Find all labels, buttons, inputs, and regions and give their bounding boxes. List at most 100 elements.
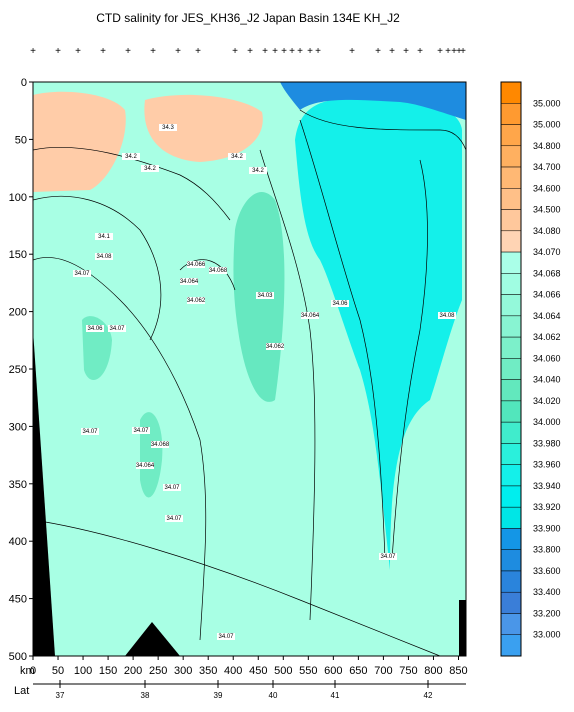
colorbar-label: 34.800 [533, 141, 561, 151]
colorbar-label: 33.800 [533, 545, 561, 555]
x-tick-label: 550 [299, 665, 317, 677]
contour-label: 34.062 [266, 344, 285, 350]
contour-label-bg [73, 270, 91, 277]
station-cross: + [297, 46, 303, 57]
y-tick-label: 300 [9, 421, 27, 433]
contour-label: 34.2 [252, 168, 264, 174]
colorbar-label: 35.000 [533, 98, 561, 108]
colorbar-band [500, 358, 522, 380]
station-cross: + [375, 46, 381, 57]
colorbar-label: 34.064 [533, 311, 561, 321]
contour-label-bg [331, 300, 349, 307]
y-tick-label: 400 [9, 536, 27, 548]
blue-surface [280, 82, 466, 120]
contour-label: 34.07 [109, 326, 125, 332]
lat-tick-label: 38 [141, 691, 150, 700]
contour-label: 34.07 [164, 485, 180, 491]
contour-label-bg [438, 312, 456, 319]
station-cross: + [175, 46, 181, 57]
bottom-mask [33, 330, 55, 656]
colorbar-band [500, 81, 522, 104]
contour-label: 34.2 [144, 166, 156, 172]
station-cross: + [437, 46, 443, 57]
contour-label: 34.066 [187, 262, 206, 268]
y-tick-label: 100 [9, 192, 27, 204]
colorbar-label: 33.200 [533, 608, 561, 618]
station-cross: + [125, 46, 131, 57]
colorbar-label: 33.600 [533, 566, 561, 576]
station-cross: + [445, 46, 451, 57]
contour-label-bg [187, 261, 205, 268]
contour-label: 34.068 [151, 442, 170, 448]
lat-tick-label: 42 [424, 691, 433, 700]
colorbar-label: 33.960 [533, 460, 561, 470]
colorbar-band [500, 336, 522, 359]
contour-label-bg [95, 253, 113, 260]
x-tick-label: 450 [249, 665, 267, 677]
contour-label-bg [187, 297, 205, 304]
y-tick-label: 50 [15, 134, 27, 146]
station-cross: + [75, 46, 81, 57]
station-cross: + [389, 46, 395, 57]
contour-line [259, 149, 316, 621]
colorbar-label: 33.940 [533, 481, 561, 491]
contour-label-bg [86, 325, 104, 332]
colorbar-band [500, 613, 522, 635]
y-tick-label: 450 [9, 594, 27, 606]
x-tick-label: 750 [399, 665, 417, 677]
bottom-mask [125, 622, 180, 656]
contour-label-bg [163, 484, 181, 491]
colorbar-label: 34.700 [533, 162, 561, 172]
x-tick-label: 350 [199, 665, 217, 677]
contour-label: 34.064 [301, 313, 320, 319]
colorbar-band [500, 188, 522, 210]
contour-label-bg [180, 278, 198, 285]
colorbar-band [500, 124, 522, 147]
contour-label-bg [108, 325, 126, 332]
colorbar-label: 33.900 [533, 523, 561, 533]
contour-line [32, 147, 231, 221]
y-tick-label: 500 [9, 651, 27, 663]
colorbar-band [500, 506, 522, 529]
x-tick-label: 500 [274, 665, 292, 677]
station-cross: + [55, 46, 61, 57]
station-cross: + [30, 46, 36, 57]
contour-label: 34.06 [87, 326, 103, 332]
contour-label-bg [249, 167, 267, 174]
lat-axis-label: Lat [14, 685, 29, 697]
y-tick-label: 250 [9, 364, 27, 376]
colorbar-label: 34.040 [533, 375, 561, 385]
x-tick-label: 850 [449, 665, 467, 677]
station-cross: + [247, 46, 253, 57]
lat-tick-label: 37 [56, 691, 65, 700]
station-cross: + [315, 46, 321, 57]
contour-line [32, 195, 162, 341]
station-cross: + [460, 46, 466, 57]
x-tick-label: 600 [324, 665, 342, 677]
contour-label-bg [266, 343, 284, 350]
colorbar-band [500, 591, 522, 614]
contour-label-bg [81, 428, 99, 435]
y-tick-label: 200 [9, 307, 27, 319]
station-cross: + [195, 46, 201, 57]
colorbar-band [500, 528, 522, 550]
colorbar-band [500, 103, 522, 125]
x-tick-label: 150 [99, 665, 117, 677]
colorbar-band [500, 230, 522, 253]
contour-label-bg [256, 292, 274, 299]
contour-label: 34.07 [133, 428, 149, 434]
contour-label-bg [151, 441, 169, 448]
x-tick-label: 650 [349, 665, 367, 677]
contour-label-bg [301, 312, 319, 319]
colorbar-label: 33.400 [533, 587, 561, 597]
cyan-core [295, 98, 462, 570]
contour-label-bg [159, 124, 177, 131]
station-cross: + [272, 46, 278, 57]
x-tick-label: 50 [52, 665, 64, 677]
x-axis-label: km [20, 665, 35, 677]
colorbar-label: 34.500 [533, 205, 561, 215]
station-cross: + [281, 46, 287, 57]
contour-label-bg [132, 427, 150, 434]
colorbar-band [500, 443, 522, 465]
